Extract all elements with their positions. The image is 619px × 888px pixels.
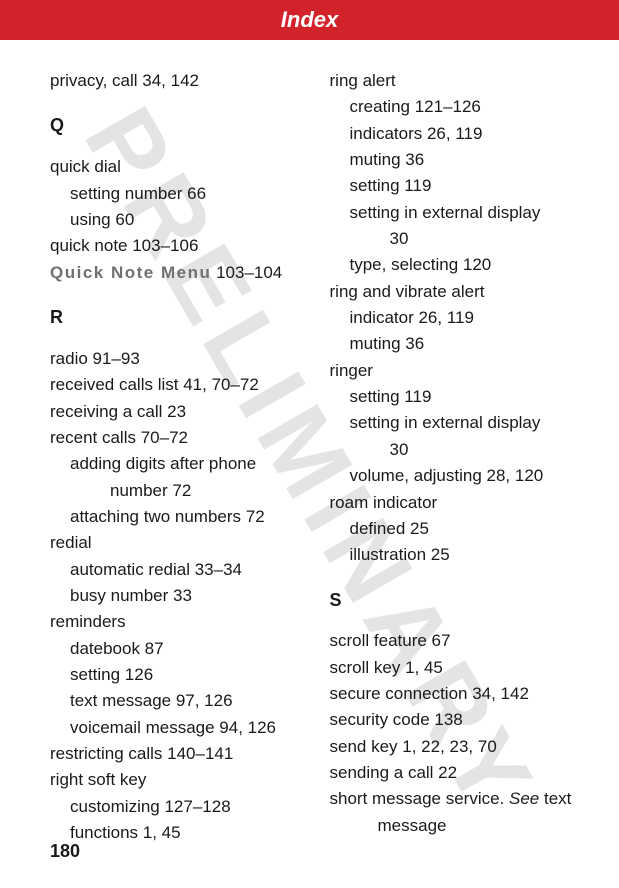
entry: security code 138 <box>330 707 580 733</box>
entry: short message service. See text <box>330 786 580 812</box>
entry: restricting calls 140–141 <box>50 741 300 767</box>
continuation: message <box>378 813 580 839</box>
entry: privacy, call 34, 142 <box>50 68 300 94</box>
subentry: functions 1, 45 <box>70 820 300 846</box>
subentry: datebook 87 <box>70 636 300 662</box>
entry: ring alert <box>330 68 580 94</box>
subentry: automatic redial 33–34 <box>70 557 300 583</box>
subentry: illustration 25 <box>350 542 580 568</box>
entry: send key 1, 22, 23, 70 <box>330 734 580 760</box>
page-ref: 103–104 <box>211 263 282 282</box>
entry: redial <box>50 530 300 556</box>
subentry: busy number 33 <box>70 583 300 609</box>
subentry: creating 121–126 <box>350 94 580 120</box>
subentry: setting number 66 <box>70 181 300 207</box>
section-s: S <box>330 587 580 615</box>
text-run: text <box>539 789 571 808</box>
page-number: 180 <box>50 841 80 862</box>
entry: quick dial <box>50 154 300 180</box>
section-r: R <box>50 304 300 332</box>
entry: received calls list 41, 70–72 <box>50 372 300 398</box>
entry: secure connection 34, 142 <box>330 681 580 707</box>
continuation: 30 <box>390 226 580 252</box>
header-banner: Index <box>0 0 619 40</box>
left-column: privacy, call 34, 142 Q quick dial setti… <box>50 68 300 846</box>
entry: scroll feature 67 <box>330 628 580 654</box>
entry: receiving a call 23 <box>50 399 300 425</box>
subentry: setting in external display <box>350 200 580 226</box>
entry: right soft key <box>50 767 300 793</box>
subentry: attaching two numbers 72 <box>70 504 300 530</box>
entry: Quick Note Menu 103–104 <box>50 260 300 286</box>
entry: scroll key 1, 45 <box>330 655 580 681</box>
page-content: privacy, call 34, 142 Q quick dial setti… <box>0 40 619 846</box>
entry: ringer <box>330 358 580 384</box>
continuation: number 72 <box>110 478 300 504</box>
header-title: Index <box>281 7 338 33</box>
subentry: setting in external display <box>350 410 580 436</box>
entry: ring and vibrate alert <box>330 279 580 305</box>
subentry: muting 36 <box>350 331 580 357</box>
subentry: muting 36 <box>350 147 580 173</box>
subentry: volume, adjusting 28, 120 <box>350 463 580 489</box>
right-column: ring alert creating 121–126 indicators 2… <box>330 68 580 846</box>
section-q: Q <box>50 112 300 140</box>
entry: sending a call 22 <box>330 760 580 786</box>
subentry: adding digits after phone <box>70 451 300 477</box>
entry: reminders <box>50 609 300 635</box>
menu-label: Quick Note Menu <box>50 263 211 282</box>
subentry: setting 126 <box>70 662 300 688</box>
text-run: short message service. <box>330 789 510 808</box>
see-ref: See <box>509 789 539 808</box>
entry: radio 91–93 <box>50 346 300 372</box>
subentry: setting 119 <box>350 173 580 199</box>
subentry: using 60 <box>70 207 300 233</box>
entry: recent calls 70–72 <box>50 425 300 451</box>
index-columns: privacy, call 34, 142 Q quick dial setti… <box>50 68 579 846</box>
entry: quick note 103–106 <box>50 233 300 259</box>
subentry: indicators 26, 119 <box>350 121 580 147</box>
subentry: defined 25 <box>350 516 580 542</box>
subentry: voicemail message 94, 126 <box>70 715 300 741</box>
subentry: customizing 127–128 <box>70 794 300 820</box>
entry: roam indicator <box>330 490 580 516</box>
subentry: setting 119 <box>350 384 580 410</box>
subentry: type, selecting 120 <box>350 252 580 278</box>
subentry: indicator 26, 119 <box>350 305 580 331</box>
continuation: 30 <box>390 437 580 463</box>
subentry: text message 97, 126 <box>70 688 300 714</box>
